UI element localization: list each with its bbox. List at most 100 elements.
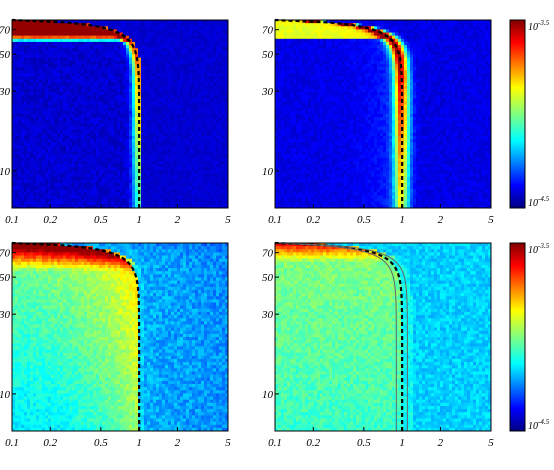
heatmap-cell	[138, 58, 141, 62]
heatmap-cell	[159, 51, 162, 55]
heatmap-cell	[293, 186, 296, 190]
heatmap-cell	[36, 145, 39, 149]
heatmap-cell	[141, 164, 144, 168]
heatmap-cell	[54, 164, 57, 168]
heatmap-cell	[39, 29, 42, 33]
heatmap-cell	[54, 167, 57, 171]
heatmap-cell	[96, 86, 99, 90]
heatmap-cell	[132, 67, 135, 71]
heatmap-cell	[204, 120, 207, 124]
heatmap-cell	[159, 61, 162, 65]
heatmap-cell	[69, 114, 72, 118]
heatmap-cell	[222, 61, 225, 65]
heatmap-cell	[45, 199, 48, 203]
heatmap-cell	[78, 114, 81, 118]
heatmap-cell	[150, 170, 153, 174]
heatmap-cell	[144, 180, 147, 184]
heatmap-cell	[281, 33, 284, 37]
heatmap-cell	[99, 26, 102, 30]
heatmap-cell	[204, 180, 207, 184]
heatmap-cell	[114, 67, 117, 71]
heatmap-cell	[84, 120, 87, 124]
heatmap-cell	[201, 114, 204, 118]
heatmap-cell	[210, 83, 213, 87]
heatmap-cell	[287, 202, 290, 206]
heatmap-cell	[132, 20, 135, 24]
heatmap-cell	[159, 186, 162, 190]
heatmap-cell	[129, 33, 132, 37]
heatmap-cell	[174, 152, 177, 156]
heatmap-cell	[281, 101, 284, 105]
heatmap-cell	[69, 33, 72, 37]
heatmap-cell	[141, 108, 144, 112]
heatmap-cell	[180, 167, 183, 171]
heatmap-cell	[180, 23, 183, 27]
heatmap-cell	[156, 180, 159, 184]
heatmap-cell	[15, 180, 18, 184]
heatmap-cell	[45, 186, 48, 190]
heatmap-cell	[275, 86, 278, 90]
heatmap-cell	[281, 123, 284, 127]
heatmap-cell	[305, 95, 308, 99]
heatmap-cell	[192, 202, 195, 206]
heatmap-cell	[171, 105, 174, 109]
heatmap-cell	[216, 152, 219, 156]
heatmap-cell	[201, 29, 204, 33]
heatmap-cell	[299, 158, 302, 162]
heatmap-cell	[45, 33, 48, 37]
heatmap-cell	[293, 95, 296, 99]
heatmap-cell	[69, 180, 72, 184]
heatmap-cell	[201, 174, 204, 178]
heatmap-cell	[132, 33, 135, 37]
heatmap-cell	[293, 164, 296, 168]
heatmap-cell	[186, 183, 189, 187]
heatmap-cell	[168, 26, 171, 30]
heatmap-cell	[165, 73, 168, 77]
heatmap-cell	[135, 108, 138, 112]
heatmap-cell	[183, 174, 186, 178]
heatmap-cell	[33, 83, 36, 87]
heatmap-cell	[201, 98, 204, 102]
heatmap-cell	[293, 42, 296, 46]
heatmap-cell	[48, 167, 51, 171]
heatmap-cell	[60, 133, 63, 137]
heatmap-cell	[216, 183, 219, 187]
heatmap-cell	[117, 192, 120, 196]
heatmap-cell	[153, 58, 156, 62]
heatmap-cell	[111, 95, 114, 99]
heatmap-cell	[150, 202, 153, 206]
heatmap-cell	[108, 111, 111, 115]
heatmap-cell	[63, 54, 66, 58]
heatmap-cell	[99, 108, 102, 112]
heatmap-cell	[123, 202, 126, 206]
heatmap-cell	[66, 195, 69, 199]
heatmap-cell	[281, 170, 284, 174]
heatmap-cell	[18, 70, 21, 74]
heatmap-cell	[177, 111, 180, 115]
heatmap-cell	[290, 61, 293, 65]
heatmap-cell	[99, 64, 102, 68]
heatmap-cell	[117, 199, 120, 203]
heatmap-cell	[48, 64, 51, 68]
heatmap-cell	[69, 148, 72, 152]
heatmap-cell	[299, 202, 302, 206]
heatmap-cell	[195, 158, 198, 162]
heatmap-cell	[51, 199, 54, 203]
heatmap-cell	[165, 202, 168, 206]
heatmap-cell	[51, 51, 54, 55]
heatmap-cell	[90, 167, 93, 171]
heatmap-cell	[150, 26, 153, 30]
heatmap-cell	[45, 170, 48, 174]
heatmap-cell	[78, 158, 81, 162]
heatmap-cell	[108, 108, 111, 112]
heatmap-cell	[90, 33, 93, 37]
heatmap-cell	[60, 33, 63, 37]
heatmap-cell	[132, 180, 135, 184]
heatmap-cell	[150, 92, 153, 96]
heatmap-cell	[57, 139, 60, 143]
heatmap-cell	[126, 136, 129, 140]
heatmap-cell	[66, 29, 69, 33]
heatmap-cell	[81, 51, 84, 55]
heatmap-cell	[60, 83, 63, 87]
heatmap-cell	[48, 158, 51, 162]
